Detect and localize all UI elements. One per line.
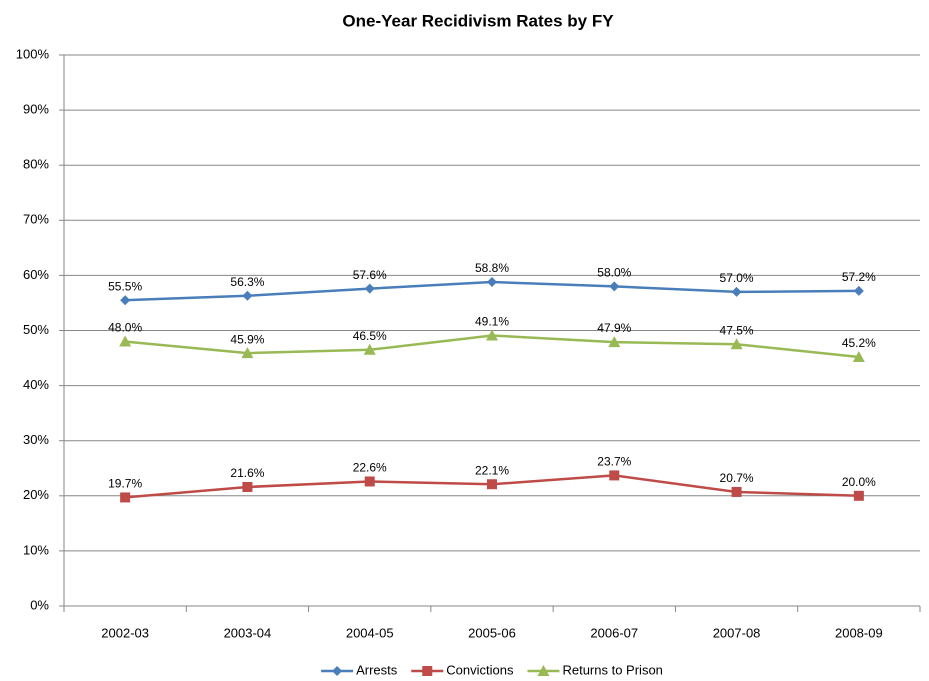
marker xyxy=(487,479,497,490)
legend-item: Convictions xyxy=(411,662,514,677)
data-label: 58.8% xyxy=(475,261,509,275)
marker xyxy=(609,281,620,292)
marker xyxy=(852,350,865,362)
legend-label: Returns to Prison xyxy=(562,662,662,677)
marker xyxy=(537,665,550,676)
data-label: 48.0% xyxy=(108,321,142,335)
marker xyxy=(731,486,742,497)
y-tick-label: 20% xyxy=(23,487,49,502)
data-label: 57.6% xyxy=(353,268,387,282)
marker xyxy=(241,347,254,359)
marker xyxy=(242,290,253,301)
y-tick-label: 80% xyxy=(23,157,49,172)
marker xyxy=(853,490,864,501)
data-label: 49.1% xyxy=(475,315,509,329)
legend-label: Arrests xyxy=(356,662,398,677)
y-tick-label: 10% xyxy=(23,542,49,557)
data-label: 22.1% xyxy=(475,463,509,477)
data-label: 20.7% xyxy=(720,471,754,485)
marker xyxy=(486,329,498,341)
data-label: 57.2% xyxy=(842,270,876,284)
data-label: 58.0% xyxy=(597,266,631,280)
marker xyxy=(120,295,131,306)
legend-item: Returns to Prison xyxy=(527,662,663,677)
x-tick-label: 2004-05 xyxy=(346,625,394,640)
chart-title: One-Year Recidivism Rates by FY xyxy=(342,11,614,30)
marker xyxy=(422,666,433,676)
x-tick-label: 2007-08 xyxy=(713,625,761,640)
marker xyxy=(364,283,375,294)
data-label: 23.7% xyxy=(597,455,631,469)
legend-item: Arrests xyxy=(321,662,398,677)
data-label: 19.7% xyxy=(108,477,142,491)
data-label: 20.0% xyxy=(842,475,876,489)
y-tick-label: 70% xyxy=(23,212,49,227)
data-label: 46.5% xyxy=(353,329,387,343)
data-label: 45.9% xyxy=(230,332,264,346)
y-tick-label: 100% xyxy=(16,46,50,61)
x-tick-label: 2002-03 xyxy=(101,625,149,640)
data-label: 47.9% xyxy=(597,321,631,335)
marker xyxy=(332,666,343,676)
data-label: 22.6% xyxy=(353,461,387,475)
marker xyxy=(608,336,621,348)
marker xyxy=(731,286,742,297)
marker xyxy=(730,338,743,350)
marker xyxy=(119,335,132,347)
x-tick-label: 2006-07 xyxy=(590,625,638,640)
marker xyxy=(609,470,620,481)
y-tick-label: 90% xyxy=(23,102,49,117)
legend-label: Convictions xyxy=(446,662,514,677)
y-tick-label: 40% xyxy=(23,377,49,392)
x-tick-label: 2003-04 xyxy=(224,625,272,640)
data-label: 56.3% xyxy=(230,275,264,289)
y-tick-label: 30% xyxy=(23,432,49,447)
data-label: 55.5% xyxy=(108,279,142,293)
x-tick-label: 2005-06 xyxy=(468,625,516,640)
data-label: 47.5% xyxy=(720,323,754,337)
x-tick-label: 2008-09 xyxy=(835,625,883,640)
marker xyxy=(487,277,497,288)
data-label: 45.2% xyxy=(842,336,876,350)
data-label: 57.0% xyxy=(720,271,754,285)
y-tick-label: 0% xyxy=(30,597,49,612)
y-tick-label: 60% xyxy=(23,267,49,282)
legend: Arrests Convictions Returns to Prison xyxy=(321,662,663,677)
marker xyxy=(364,476,375,487)
marker xyxy=(853,285,864,296)
marker xyxy=(120,492,131,503)
marker xyxy=(242,481,253,492)
marker xyxy=(363,343,376,355)
data-label: 21.6% xyxy=(230,466,264,480)
y-tick-label: 50% xyxy=(23,322,49,337)
